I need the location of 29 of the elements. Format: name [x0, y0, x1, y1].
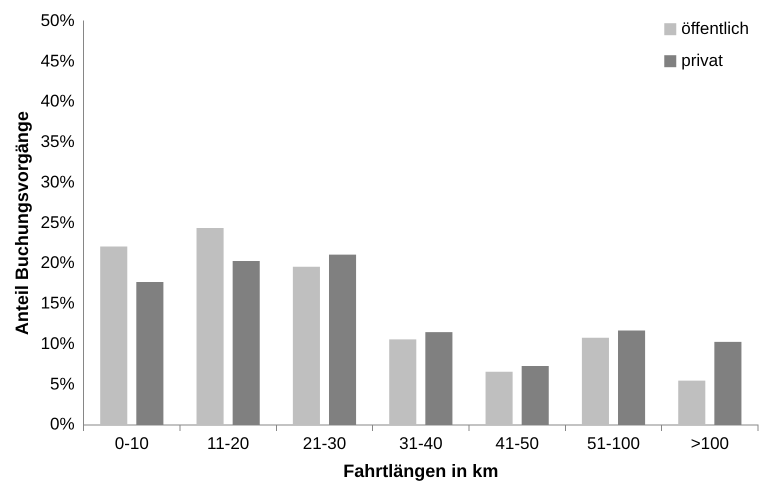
- bar: [196, 228, 224, 425]
- y-tick-label: 0%: [50, 414, 75, 434]
- bar: [100, 246, 128, 425]
- x-tick-label: 21-30: [302, 434, 346, 453]
- y-tick-label: 15%: [40, 294, 75, 313]
- y-tick-label: 35%: [40, 132, 75, 152]
- y-tick-label: 50%: [40, 10, 75, 30]
- bar: [582, 338, 609, 425]
- y-tick-label: 20%: [40, 253, 75, 272]
- bar: [678, 380, 706, 425]
- bar: [292, 266, 320, 425]
- y-tick-label: 45%: [40, 51, 75, 70]
- x-tick-label: 41-50: [495, 434, 539, 453]
- bar: [486, 372, 513, 425]
- x-tick-label: 51-100: [587, 434, 640, 453]
- x-tick-label: 11-20: [207, 434, 250, 453]
- y-tick-label: 10%: [40, 334, 75, 353]
- x-tick-label: >100: [690, 434, 729, 453]
- y-axis-title: Anteil Buchungsvorgänge: [12, 111, 32, 336]
- y-tick-label: 40%: [40, 92, 75, 111]
- y-tick-label: 5%: [50, 374, 75, 394]
- legend-label: privat: [681, 50, 724, 70]
- y-tick-label: 30%: [40, 172, 75, 192]
- bar: [389, 339, 416, 425]
- x-tick-label: 0-10: [114, 434, 149, 453]
- y-tick-label: 25%: [40, 212, 75, 232]
- legend-label: öffentlich: [681, 18, 749, 38]
- x-tick-label: 31-40: [399, 434, 443, 453]
- x-axis-title: Fahrtlängen in km: [343, 461, 498, 482]
